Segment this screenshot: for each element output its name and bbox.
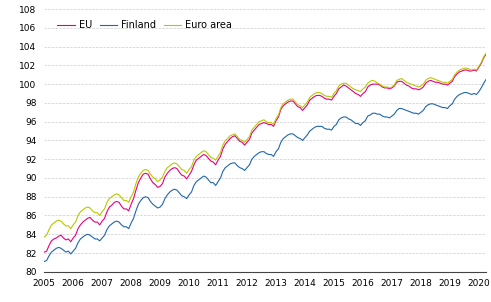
Finland xyxy=(437,105,443,108)
Line: EU: EU xyxy=(44,22,491,252)
Euro area xyxy=(254,123,260,126)
Euro area xyxy=(41,235,47,239)
EU xyxy=(68,240,74,244)
Line: Euro area: Euro area xyxy=(44,21,491,237)
EU xyxy=(254,125,260,129)
Euro area xyxy=(437,79,443,83)
Euro area xyxy=(473,68,479,72)
Finland xyxy=(473,93,479,96)
Finland xyxy=(370,111,376,115)
EU xyxy=(437,81,443,85)
Finland xyxy=(254,153,260,156)
Euro area xyxy=(370,79,376,82)
EU xyxy=(41,250,47,254)
Euro area xyxy=(68,227,74,230)
EU xyxy=(246,138,252,141)
Line: Finland: Finland xyxy=(44,46,491,262)
EU xyxy=(473,69,479,73)
EU xyxy=(370,82,376,86)
Finland xyxy=(246,163,252,167)
Finland xyxy=(41,260,47,263)
Finland xyxy=(68,252,74,256)
Euro area xyxy=(246,135,252,139)
Legend: EU, Finland, Euro area: EU, Finland, Euro area xyxy=(54,17,236,34)
